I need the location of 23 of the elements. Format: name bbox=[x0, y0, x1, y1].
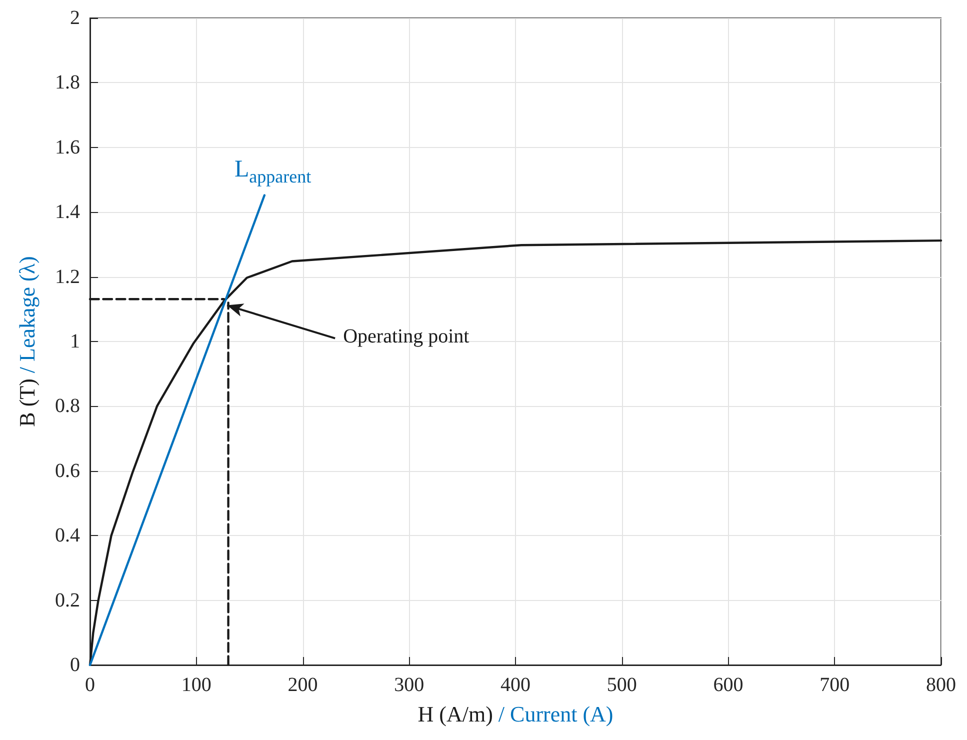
y-axis-title: B (T) / Leakage (λ) bbox=[14, 256, 40, 427]
y-tick-label: 1.2 bbox=[55, 266, 80, 288]
x-tick-label: 400 bbox=[500, 674, 530, 696]
x-tick-label: 700 bbox=[820, 674, 850, 696]
y-tick-label: 0.8 bbox=[55, 395, 80, 418]
y-tick-label: 2 bbox=[70, 7, 80, 29]
x-tick-label: 200 bbox=[288, 674, 318, 696]
x-tick-label: 0 bbox=[85, 674, 95, 696]
y-tick-label: 0 bbox=[70, 654, 80, 676]
x-tick-label: 500 bbox=[606, 674, 637, 696]
x-tick-label: 600 bbox=[713, 674, 744, 696]
y-tick-label: 0.2 bbox=[55, 589, 80, 612]
y-tick-label: 1.4 bbox=[55, 201, 80, 224]
x-tick-label: 100 bbox=[181, 674, 212, 696]
y-tick-label: 0.4 bbox=[55, 524, 80, 547]
y-tick-label: 1 bbox=[70, 330, 80, 352]
y-tick-label: 1.6 bbox=[55, 136, 80, 158]
y-tick-label: 0.6 bbox=[55, 460, 80, 482]
y-tick-label: 1.8 bbox=[55, 72, 80, 94]
x-tick-label: 800 bbox=[926, 674, 956, 696]
x-axis-title: H (A/m) / Current (A) bbox=[418, 702, 614, 726]
x-tick-label: 300 bbox=[394, 674, 424, 696]
annotation: Operating point bbox=[343, 325, 470, 348]
